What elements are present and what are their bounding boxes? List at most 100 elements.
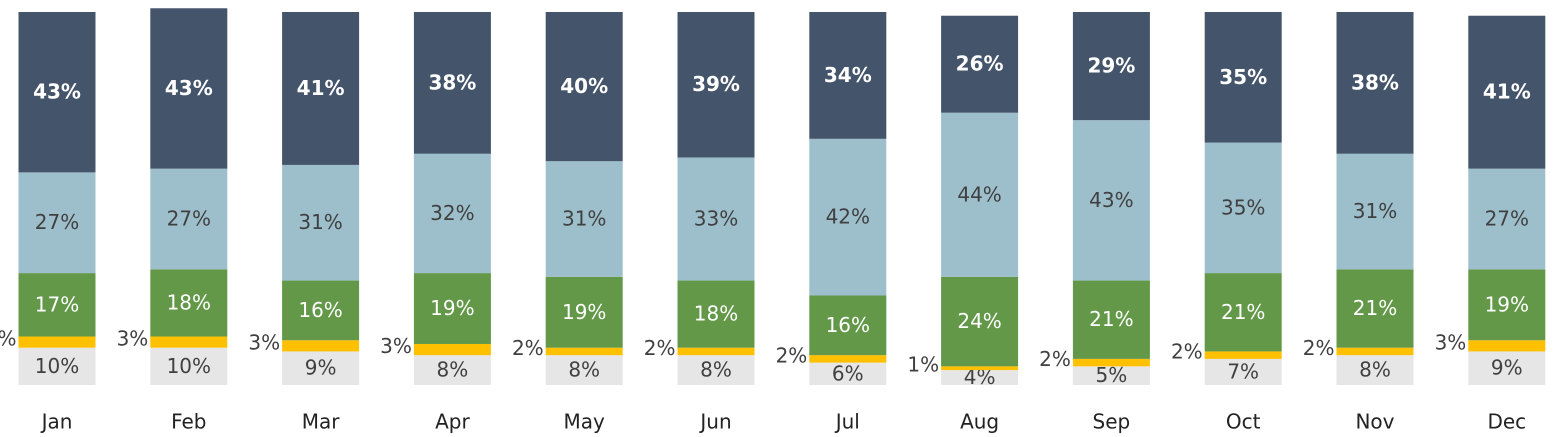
data-label: 34% <box>824 63 872 87</box>
bar-segment <box>545 355 623 385</box>
bar-segment <box>413 153 491 274</box>
data-label: 21% <box>1089 307 1133 331</box>
data-label: 38% <box>1351 70 1399 94</box>
data-label: 31% <box>562 207 606 231</box>
bar-segment <box>677 280 755 348</box>
bar-segment <box>941 370 1019 385</box>
bar-segment <box>1468 351 1546 385</box>
data-label: 19% <box>1485 292 1529 316</box>
bar-segment <box>1204 358 1282 385</box>
x-tick-label: May <box>564 410 606 434</box>
data-label: 32% <box>430 201 474 225</box>
data-label: 17% <box>35 292 79 316</box>
data-label: 8% <box>437 358 469 382</box>
data-label: 2% <box>1171 340 1203 364</box>
data-label: 35% <box>1219 65 1267 89</box>
bar-segment <box>282 351 360 385</box>
data-label: 8% <box>700 358 732 382</box>
data-label: 26% <box>956 52 1004 76</box>
data-label: 19% <box>562 300 606 324</box>
bar-segment <box>150 168 228 270</box>
bar-segment <box>1336 269 1414 348</box>
bar-segment <box>413 12 491 154</box>
bar-segment <box>677 347 755 356</box>
bar-segment <box>545 276 623 348</box>
data-label: 43% <box>1089 188 1133 212</box>
bar-segment <box>150 347 228 385</box>
bar-segment <box>1336 355 1414 385</box>
data-label: 31% <box>298 210 342 234</box>
x-tick-label: Apr <box>435 410 470 434</box>
bar-segment <box>150 336 228 348</box>
data-label: 8% <box>568 358 600 382</box>
data-label: 35% <box>1221 195 1265 219</box>
data-label: 19% <box>430 296 474 320</box>
bar-segment <box>282 12 360 165</box>
bar-segment <box>809 12 887 139</box>
bar-segment <box>18 347 96 385</box>
bar-segment <box>1072 120 1150 281</box>
data-label: 3% <box>0 327 17 351</box>
data-label: 18% <box>167 290 211 314</box>
bar-segment <box>1072 12 1150 121</box>
data-label: 16% <box>298 298 342 322</box>
x-tick-label: Mar <box>302 410 341 434</box>
x-tick-label: Jun <box>698 410 731 434</box>
data-label: 6% <box>832 361 864 385</box>
data-label: 29% <box>1087 54 1135 78</box>
data-label: 10% <box>167 354 211 378</box>
x-tick-label: Aug <box>960 410 999 434</box>
bar-segment <box>1468 340 1546 352</box>
data-label: 3% <box>248 330 280 354</box>
bar-segment <box>1336 347 1414 356</box>
data-label: 10% <box>35 354 79 378</box>
data-label: 1% <box>907 353 939 377</box>
bar-segment <box>941 366 1019 371</box>
x-tick-label: Feb <box>171 410 206 434</box>
data-label: 2% <box>644 336 676 360</box>
x-tick-label: Jan <box>40 410 73 434</box>
bar-segment <box>18 12 96 173</box>
x-tick-label: Sep <box>1093 410 1131 434</box>
bar-segment <box>677 157 755 281</box>
bar-segment <box>809 362 887 385</box>
data-label: 38% <box>428 70 476 94</box>
bar-segment <box>1072 280 1150 359</box>
data-label: 9% <box>305 356 337 380</box>
data-label: 16% <box>826 313 870 337</box>
bar-segment <box>282 280 360 341</box>
data-label: 21% <box>1221 300 1265 324</box>
bar-segment <box>941 112 1019 277</box>
data-label: 40% <box>560 74 608 98</box>
bar-segment <box>150 269 228 337</box>
data-label: 8% <box>1359 358 1391 382</box>
bar-segment <box>1336 153 1414 270</box>
bar-segment <box>677 355 755 385</box>
data-label: 3% <box>380 334 412 358</box>
bar-segment <box>941 15 1019 113</box>
bar-segment <box>941 276 1019 367</box>
data-label: 9% <box>1491 356 1523 380</box>
data-label: 44% <box>957 182 1001 206</box>
bar-segment <box>18 336 96 348</box>
bar-segment <box>1204 12 1282 143</box>
data-label: 27% <box>35 210 79 234</box>
data-label: 2% <box>1039 347 1071 371</box>
bar-segment <box>809 138 887 296</box>
data-label: 31% <box>1353 199 1397 223</box>
bar-segment <box>809 355 887 363</box>
bar-segment <box>1468 168 1546 270</box>
bar-segment <box>545 12 623 162</box>
data-label: 2% <box>1303 336 1335 360</box>
bar-segment <box>809 295 887 356</box>
bar-segment <box>1072 366 1150 385</box>
x-tick-label: Nov <box>1355 410 1394 434</box>
bar-segment <box>545 161 623 277</box>
bar-segment <box>413 355 491 385</box>
bar-segment <box>1204 273 1282 352</box>
data-label: 5% <box>1096 363 1128 387</box>
data-label: 3% <box>117 327 149 351</box>
data-label: 39% <box>692 72 740 96</box>
bar-segment <box>282 164 360 281</box>
